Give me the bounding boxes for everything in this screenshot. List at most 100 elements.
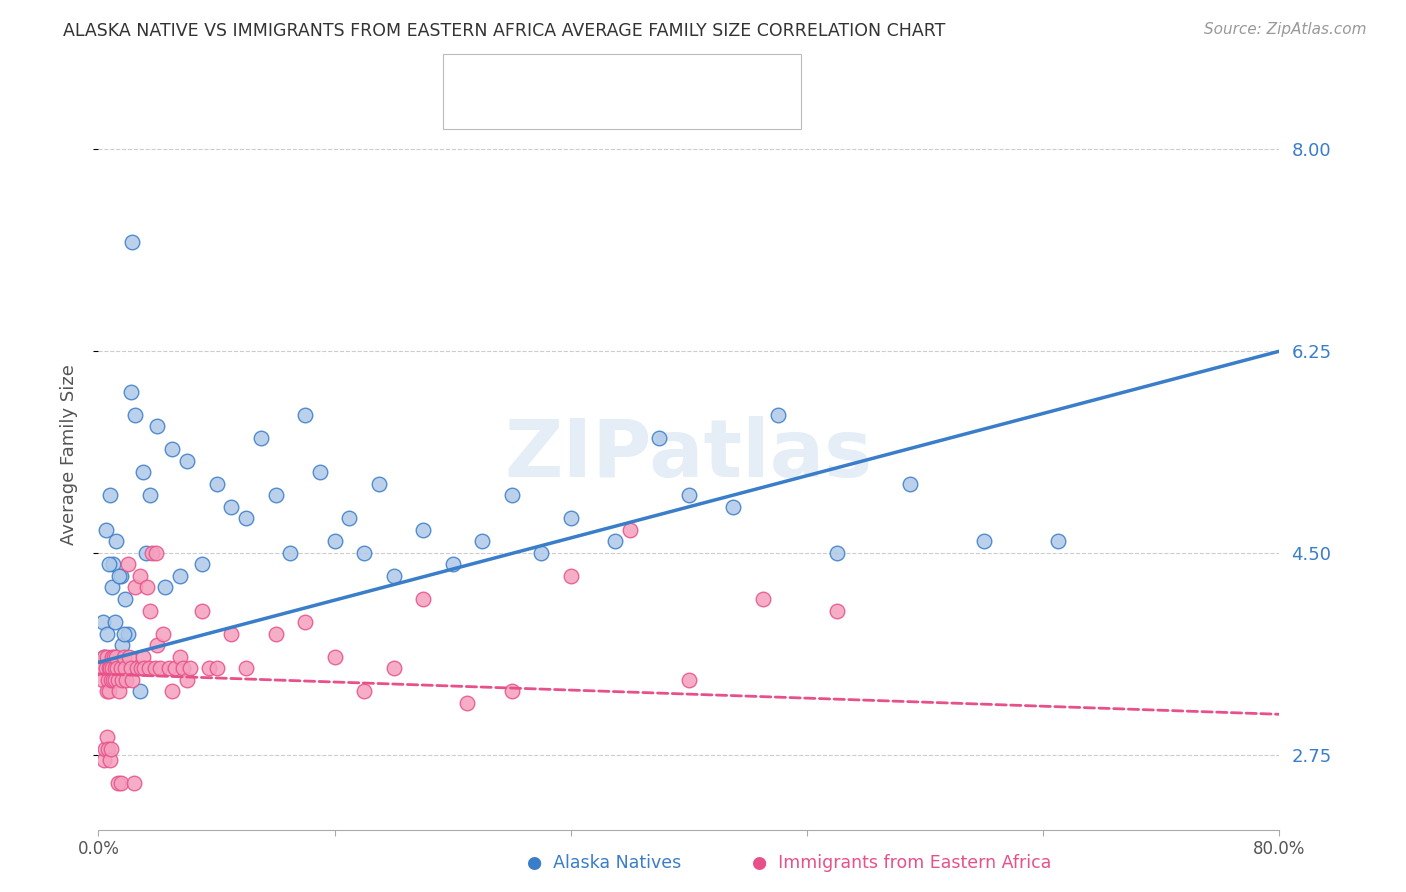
- Point: [110, 776, 132, 790]
- Point: [560, 511, 582, 525]
- Point: [97, 558, 120, 572]
- Point: [100, 673, 122, 687]
- Point: [619, 523, 641, 537]
- Point: [124, 581, 146, 595]
- Point: [104, 673, 127, 687]
- Point: [825, 603, 848, 617]
- Point: [152, 626, 174, 640]
- Point: [110, 569, 132, 583]
- Point: [114, 661, 136, 675]
- Y-axis label: Average Family Size: Average Family Size: [59, 365, 77, 545]
- Text: N = 58: N = 58: [650, 66, 720, 85]
- Point: [454, 68, 477, 82]
- Point: [235, 511, 257, 525]
- Text: Source: ZipAtlas.com: Source: ZipAtlas.com: [1204, 22, 1367, 37]
- Point: [169, 569, 191, 583]
- Point: [115, 673, 138, 687]
- Point: [112, 649, 135, 664]
- Point: [145, 546, 167, 560]
- Point: [1047, 534, 1070, 549]
- Point: [250, 431, 273, 445]
- Point: [98, 661, 121, 675]
- Point: [96, 731, 118, 745]
- Point: [139, 603, 162, 617]
- Point: [457, 696, 479, 710]
- Point: [134, 661, 156, 675]
- Point: [280, 546, 302, 560]
- Point: [309, 465, 332, 479]
- Point: [97, 673, 120, 687]
- Point: [176, 453, 198, 467]
- Point: [169, 649, 191, 664]
- Point: [98, 684, 121, 698]
- Point: [900, 476, 922, 491]
- Point: [120, 384, 142, 399]
- Point: [382, 661, 405, 675]
- Point: [136, 581, 159, 595]
- Point: [221, 626, 243, 640]
- Point: [96, 684, 118, 698]
- Point: [105, 649, 128, 664]
- Point: [191, 558, 214, 572]
- Point: [111, 673, 134, 687]
- Point: [122, 776, 145, 790]
- Point: [105, 661, 128, 675]
- Point: [98, 753, 121, 767]
- Point: [121, 235, 143, 249]
- Point: [100, 581, 122, 595]
- Point: [94, 661, 117, 675]
- Point: [107, 661, 129, 675]
- Point: [100, 742, 122, 756]
- Point: [235, 661, 257, 675]
- Point: [454, 104, 477, 119]
- Point: [530, 546, 553, 560]
- Point: [264, 626, 287, 640]
- Point: [191, 603, 214, 617]
- Point: [124, 408, 146, 422]
- Point: [138, 661, 160, 675]
- Point: [323, 649, 346, 664]
- Point: [103, 673, 125, 687]
- Point: [93, 753, 115, 767]
- Text: N = 79: N = 79: [650, 102, 720, 120]
- Point: [93, 649, 115, 664]
- Point: [107, 776, 129, 790]
- Point: [103, 558, 125, 572]
- Point: [766, 408, 789, 422]
- Point: [129, 661, 152, 675]
- Point: [146, 638, 169, 652]
- Point: [323, 534, 346, 549]
- Point: [110, 661, 132, 675]
- Point: [105, 534, 128, 549]
- Point: [90, 661, 112, 675]
- Text: R =  0.427: R = 0.427: [498, 66, 606, 85]
- Point: [96, 649, 118, 664]
- Point: [172, 661, 194, 675]
- Point: [205, 476, 228, 491]
- Point: [114, 592, 136, 607]
- Point: [139, 488, 162, 502]
- Point: [752, 592, 775, 607]
- Point: [412, 592, 434, 607]
- Point: [132, 649, 155, 664]
- Point: [111, 638, 134, 652]
- Point: [143, 661, 166, 675]
- Point: [157, 661, 180, 675]
- Point: [93, 649, 115, 664]
- Point: [560, 569, 582, 583]
- Point: [471, 534, 494, 549]
- Point: [339, 511, 361, 525]
- Point: [101, 661, 124, 675]
- Point: [501, 488, 523, 502]
- Point: [353, 684, 375, 698]
- Point: [120, 661, 142, 675]
- Text: R = −0.175: R = −0.175: [498, 102, 614, 120]
- Point: [94, 523, 117, 537]
- Text: ZIPatlas: ZIPatlas: [505, 416, 873, 494]
- Point: [132, 465, 155, 479]
- Point: [125, 661, 148, 675]
- Point: [96, 626, 118, 640]
- Point: [678, 488, 700, 502]
- Point: [97, 742, 120, 756]
- Text: ALASKA NATIVE VS IMMIGRANTS FROM EASTERN AFRICA AVERAGE FAMILY SIZE CORRELATION : ALASKA NATIVE VS IMMIGRANTS FROM EASTERN…: [63, 22, 946, 40]
